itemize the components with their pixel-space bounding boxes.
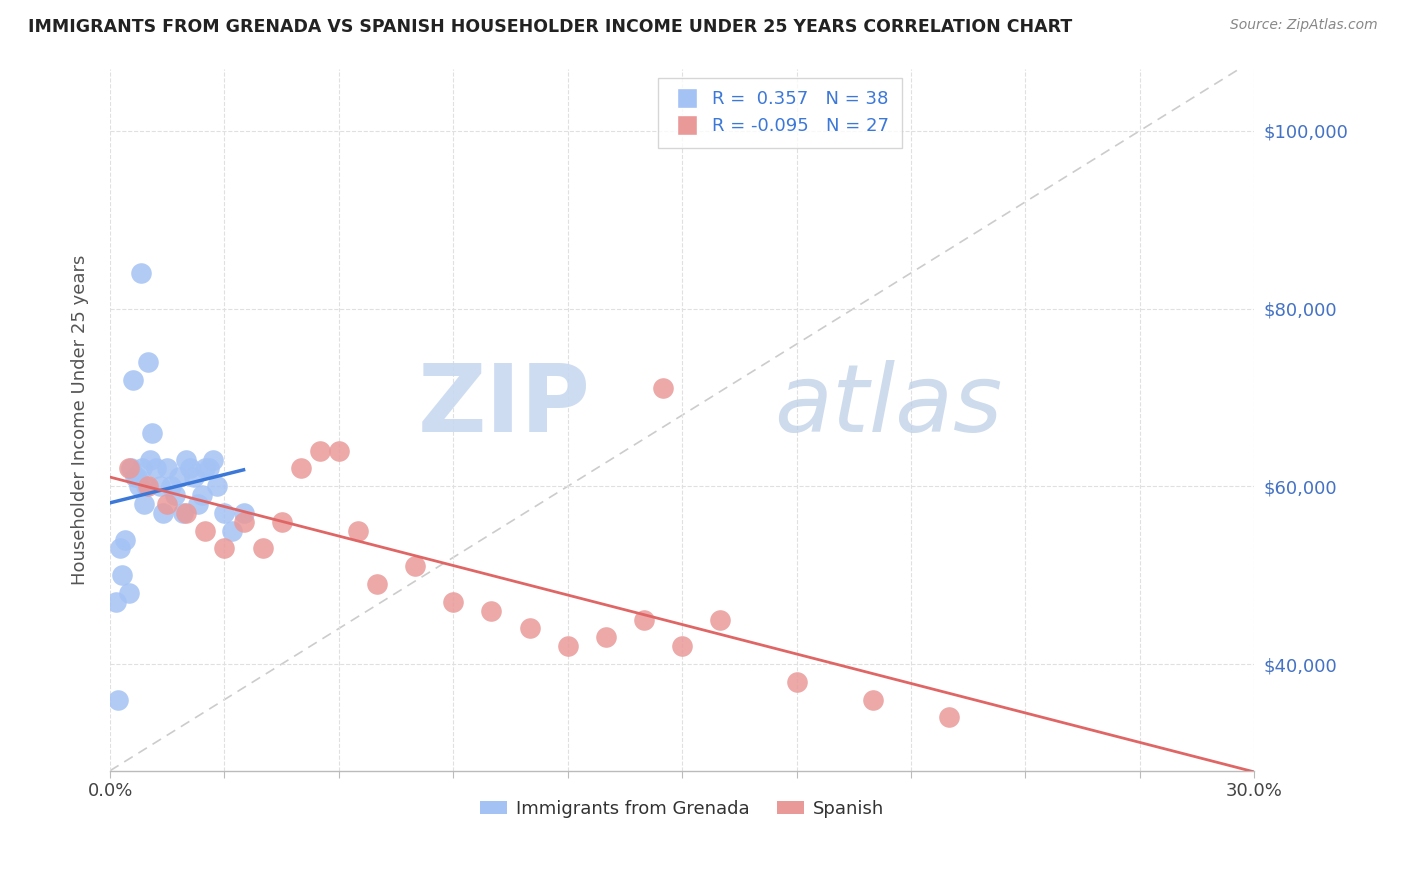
Point bbox=[308, 443, 330, 458]
Point bbox=[176, 506, 198, 520]
Point bbox=[862, 692, 884, 706]
Point bbox=[136, 479, 159, 493]
Point bbox=[366, 577, 388, 591]
Point bbox=[152, 506, 174, 520]
Point bbox=[141, 425, 163, 440]
Point bbox=[441, 595, 464, 609]
Legend: Immigrants from Grenada, Spanish: Immigrants from Grenada, Spanish bbox=[472, 792, 891, 825]
Point bbox=[118, 586, 141, 600]
Point bbox=[190, 488, 212, 502]
Point bbox=[328, 443, 350, 458]
Point bbox=[131, 461, 153, 475]
Text: ZIP: ZIP bbox=[418, 359, 591, 451]
Point bbox=[107, 692, 129, 706]
Point bbox=[347, 524, 370, 538]
Point bbox=[134, 497, 156, 511]
Point bbox=[179, 461, 201, 475]
Point bbox=[214, 541, 236, 556]
Point bbox=[214, 506, 236, 520]
Point bbox=[176, 452, 198, 467]
Point bbox=[128, 479, 150, 493]
Point bbox=[172, 506, 194, 520]
Point bbox=[232, 515, 254, 529]
Point bbox=[404, 559, 426, 574]
Point bbox=[252, 541, 274, 556]
Point bbox=[156, 497, 179, 511]
Point bbox=[290, 461, 312, 475]
Point bbox=[167, 470, 190, 484]
Point bbox=[270, 515, 292, 529]
Point bbox=[108, 541, 131, 556]
Point bbox=[557, 640, 579, 654]
Point bbox=[671, 640, 693, 654]
Point bbox=[633, 613, 655, 627]
Point bbox=[149, 479, 172, 493]
Point bbox=[160, 479, 183, 493]
Point bbox=[129, 266, 152, 280]
Point bbox=[595, 631, 617, 645]
Point bbox=[120, 461, 142, 475]
Point bbox=[110, 568, 132, 582]
Point bbox=[136, 355, 159, 369]
Point bbox=[198, 461, 221, 475]
Point bbox=[205, 479, 228, 493]
Point bbox=[202, 452, 225, 467]
Point bbox=[786, 674, 808, 689]
Point bbox=[145, 461, 167, 475]
Text: Source: ZipAtlas.com: Source: ZipAtlas.com bbox=[1230, 18, 1378, 32]
Text: atlas: atlas bbox=[773, 360, 1002, 451]
Y-axis label: Householder Income Under 25 years: Householder Income Under 25 years bbox=[72, 254, 89, 585]
Point bbox=[709, 613, 731, 627]
Point bbox=[163, 488, 186, 502]
Point bbox=[122, 373, 145, 387]
Point bbox=[652, 382, 675, 396]
Point bbox=[187, 497, 209, 511]
Point bbox=[194, 524, 217, 538]
Point bbox=[156, 461, 179, 475]
Point bbox=[124, 470, 146, 484]
Text: IMMIGRANTS FROM GRENADA VS SPANISH HOUSEHOLDER INCOME UNDER 25 YEARS CORRELATION: IMMIGRANTS FROM GRENADA VS SPANISH HOUSE… bbox=[28, 18, 1073, 36]
Point bbox=[519, 622, 541, 636]
Point bbox=[118, 461, 141, 475]
Point bbox=[104, 595, 127, 609]
Point bbox=[232, 506, 254, 520]
Point bbox=[183, 470, 205, 484]
Point bbox=[221, 524, 243, 538]
Point bbox=[938, 710, 960, 724]
Point bbox=[125, 470, 148, 484]
Point bbox=[139, 452, 162, 467]
Point bbox=[114, 533, 136, 547]
Point bbox=[135, 479, 157, 493]
Point bbox=[481, 604, 503, 618]
Point bbox=[194, 461, 217, 475]
